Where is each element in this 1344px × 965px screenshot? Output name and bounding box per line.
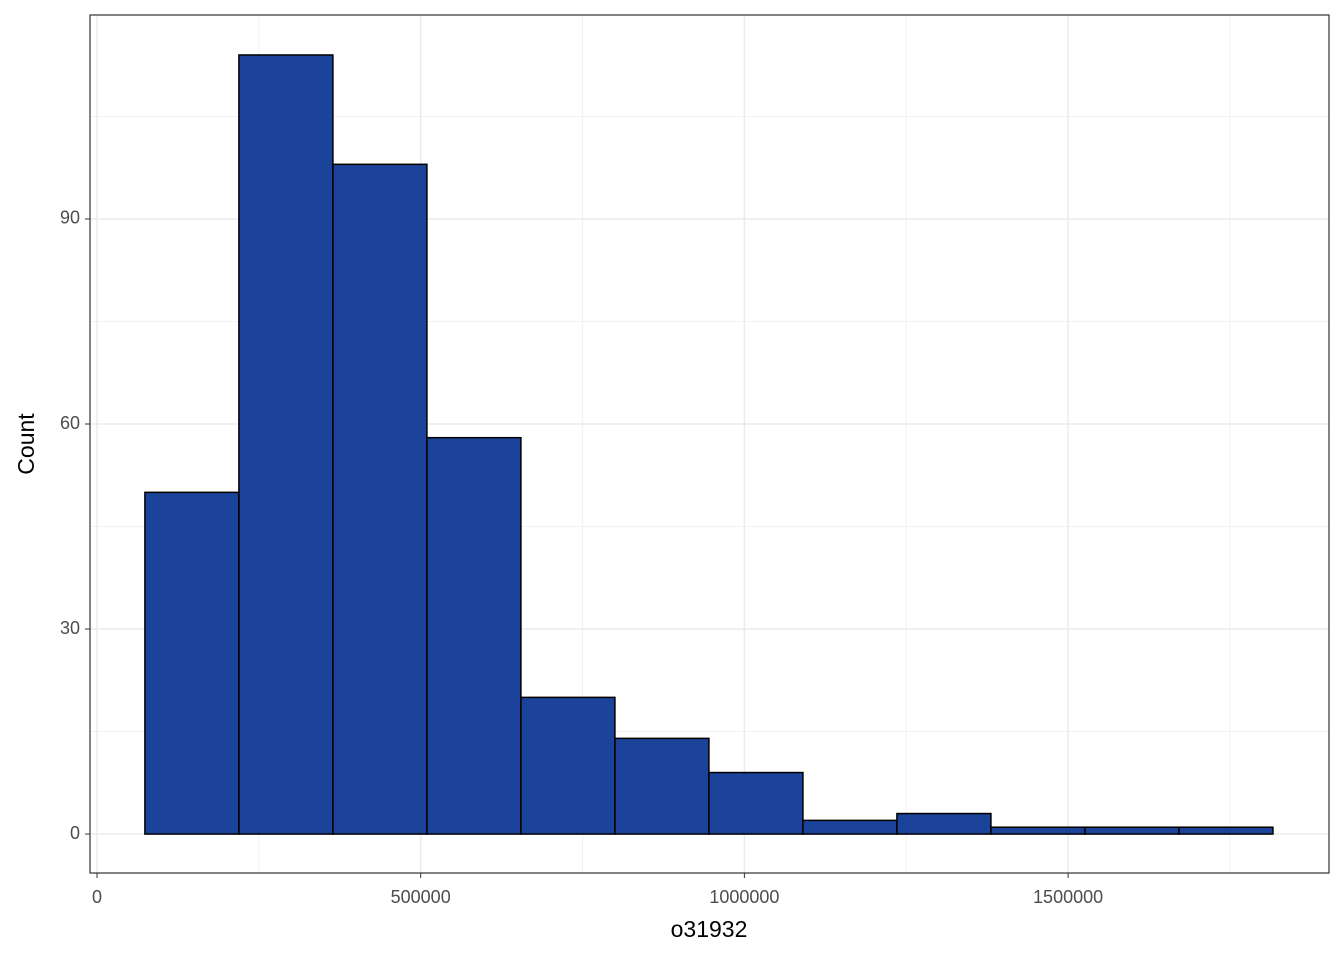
panel-border <box>89 14 1330 874</box>
bar <box>1084 826 1180 835</box>
x-axis-title: o31932 <box>671 916 748 942</box>
bar <box>896 812 992 835</box>
y-tick-label: 60 <box>60 413 80 433</box>
x-tick-label: 1500000 <box>1033 887 1103 907</box>
bar <box>1178 826 1274 835</box>
bar <box>332 163 428 835</box>
bar <box>238 54 334 835</box>
y-tick-label: 0 <box>70 823 80 843</box>
bar <box>990 826 1086 835</box>
y-axis-title: Count <box>13 413 39 475</box>
bar <box>708 771 804 835</box>
bar <box>426 436 522 835</box>
bar <box>520 696 616 835</box>
x-tick-label: 1000000 <box>709 887 779 907</box>
x-tick-label: 0 <box>92 887 102 907</box>
bar <box>614 737 710 835</box>
bar <box>802 819 898 835</box>
x-tick-label: 500000 <box>391 887 451 907</box>
y-tick-label: 30 <box>60 618 80 638</box>
y-tick-label: 90 <box>60 208 80 228</box>
bar <box>144 491 240 835</box>
